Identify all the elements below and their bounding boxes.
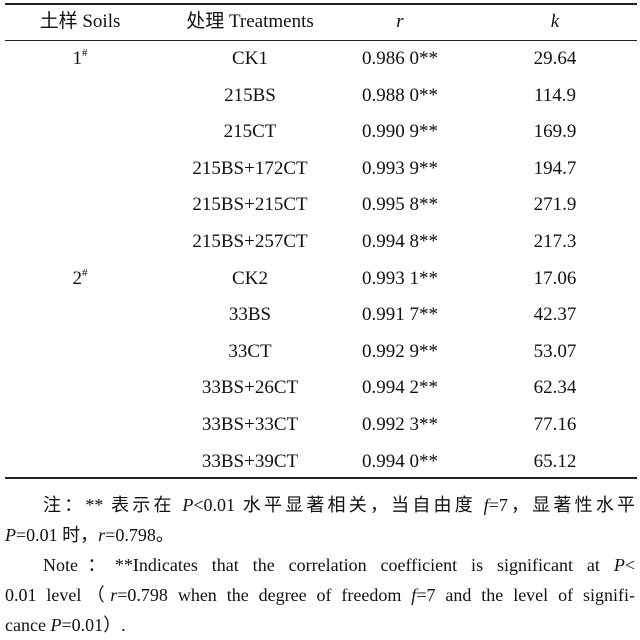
cell-k: 65.12 <box>533 450 577 472</box>
cell-r: 0.992 9** <box>362 340 438 362</box>
table-row: 215BS 0.988 0** 114.9 <box>0 78 640 114</box>
cell-k: 271.9 <box>533 194 577 216</box>
table-top-rule <box>5 3 637 5</box>
cell-r: 0.995 8** <box>362 194 438 216</box>
table-bottom-rule <box>5 477 637 479</box>
cell-treatment: 215BS+215CT <box>192 194 308 216</box>
soil-mark: # <box>82 266 88 279</box>
cell-treatment: 33BS <box>228 304 272 326</box>
cell-k: 42.37 <box>533 304 577 326</box>
cell-soil <box>5 297 155 333</box>
cell-r: 0.986 0** <box>362 48 438 69</box>
table-row: 2# CK2 0.993 1** 17.06 <box>0 261 640 297</box>
table-row: 33CT 0.992 9** 53.07 <box>0 334 640 370</box>
table-row: 33BS+26CT 0.994 2** 62.34 <box>0 370 640 406</box>
cell-r: 0.993 1** <box>362 267 438 289</box>
cell-soil <box>5 114 155 150</box>
cell-soil <box>5 407 155 443</box>
table-row: 215BS+172CT 0.993 9** 194.7 <box>0 151 640 187</box>
cell-r: 0.990 9** <box>362 121 438 143</box>
header-soils: 土样 Soils <box>39 11 121 32</box>
cell-treatment: CK1 <box>232 48 268 69</box>
cell-soil <box>5 187 155 223</box>
table-row: 215CT 0.990 9** 169.9 <box>0 114 640 150</box>
cell-r: 0.993 9** <box>362 157 438 179</box>
cell-r: 0.994 8** <box>362 231 438 252</box>
table-row: 33BS+33CT 0.992 3** 77.16 <box>0 407 640 443</box>
cell-treatment: 215BS+257CT <box>192 231 308 252</box>
cell-r: 0.994 2** <box>362 377 438 399</box>
table-row: 215BS+215CT 0.995 8** 271.9 <box>0 187 640 223</box>
cell-treatment: 33BS+39CT <box>201 450 299 472</box>
table-row: 33BS 0.991 7** 42.37 <box>0 297 640 333</box>
note-zh-line-2: P=0.01 时，r=0.798。 <box>5 525 174 545</box>
cell-r: 0.994 0** <box>362 450 438 472</box>
cell-k: 194.7 <box>533 157 577 179</box>
table-row: 215BS+257CT 0.994 8** 217.3 <box>0 224 640 260</box>
cell-k: 169.9 <box>533 121 577 143</box>
cell-k: 29.64 <box>533 48 577 69</box>
cell-soil <box>5 334 155 370</box>
header-r: r <box>396 11 404 32</box>
cell-soil <box>5 370 155 406</box>
cell-soil <box>5 151 155 187</box>
cell-treatment: 33BS+26CT <box>201 377 299 399</box>
cell-k: 114.9 <box>533 84 577 106</box>
cell-r: 0.992 3** <box>362 414 438 435</box>
cell-soil: 1# <box>72 47 88 69</box>
cell-treatment: 33CT <box>228 340 272 362</box>
cell-soil: 2# <box>72 266 88 289</box>
cell-k: 62.34 <box>533 377 577 399</box>
note-en-line-2: 0.01 level（r=0.798 when the degree of fr… <box>5 585 635 605</box>
cell-k: 77.16 <box>533 414 577 435</box>
note-en-line-3: cance P=0.01）. <box>5 615 126 635</box>
header-treatments: 处理 Treatments <box>186 11 314 32</box>
table-header-rule <box>5 40 637 41</box>
cell-treatment: 33BS+33CT <box>201 414 299 435</box>
note-zh-line-1: 注：** 表示在 P<0.01 水平显著相关，当自由度 f=7，显著性水平 <box>43 495 636 515</box>
note-en-line-1: Note：**Indicates that the correlation co… <box>43 555 635 575</box>
cell-treatment: 215CT <box>223 121 277 143</box>
table-row: 33BS+39CT 0.994 0** 65.12 <box>0 444 640 480</box>
cell-r: 0.991 7** <box>362 304 438 326</box>
cell-soil <box>5 444 155 480</box>
cell-soil <box>5 224 155 260</box>
soil-mark: # <box>82 47 88 59</box>
cell-soil <box>5 78 155 114</box>
note-english: Note：**Indicates that the correlation co… <box>5 550 635 640</box>
note-chinese: 注：** 表示在 P<0.01 水平显著相关，当自由度 f=7，显著性水平 P=… <box>5 490 635 550</box>
cell-treatment: CK2 <box>232 267 268 289</box>
cell-treatment: 215BS+172CT <box>192 157 308 179</box>
header-k: k <box>550 11 560 32</box>
cell-k: 53.07 <box>533 340 577 362</box>
cell-r: 0.988 0** <box>362 84 438 106</box>
table-row: 1# CK1 0.986 0** 29.64 <box>0 41 640 77</box>
cell-k: 217.3 <box>533 231 577 252</box>
cell-treatment: 215BS <box>224 84 276 106</box>
cell-k: 17.06 <box>533 267 577 289</box>
